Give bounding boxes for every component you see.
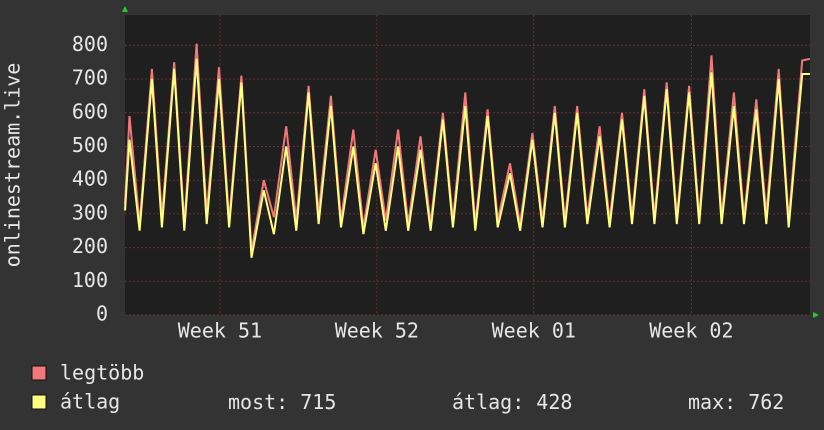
y-tick-label: 100 [72, 268, 108, 292]
legend: legtöbb átlag [31, 361, 144, 414]
axis-arrow [813, 312, 819, 318]
axis-arrow [122, 6, 128, 12]
legend-label: legtöbb [60, 361, 144, 385]
stat-value: 428 [536, 390, 572, 414]
stat: most: 715 [228, 390, 336, 414]
legend-swatch [31, 394, 47, 410]
y-tick-label: 0 [96, 302, 108, 326]
y-tick-label: 300 [72, 200, 108, 224]
plot-area [125, 15, 810, 315]
x-tick-label: Week 01 [492, 319, 576, 343]
y-tick-label: 700 [72, 66, 108, 90]
legend-swatch [31, 365, 47, 381]
series-line [124, 58, 810, 258]
x-tick-label: Week 51 [178, 319, 262, 343]
stat-label: átlag: [452, 390, 524, 414]
stat: max: 762 [688, 390, 784, 414]
x-tick-label: Week 02 [649, 319, 733, 343]
y-tick-label: 600 [72, 99, 108, 123]
stat-value: 762 [748, 390, 784, 414]
y-tick-label: 400 [72, 167, 108, 191]
stat-label: most: [228, 390, 288, 414]
x-tick-label: Week 52 [335, 319, 419, 343]
y-tick-label: 500 [72, 133, 108, 157]
y-tick-label: 200 [72, 234, 108, 258]
y-tick-label: 800 [72, 32, 108, 56]
y-axis-label: onlinestream.live [1, 63, 25, 268]
legend-label: átlag [60, 390, 120, 414]
stat: átlag: 428 [452, 390, 572, 414]
stat-value: 715 [300, 390, 336, 414]
stat-label: max: [688, 390, 736, 414]
